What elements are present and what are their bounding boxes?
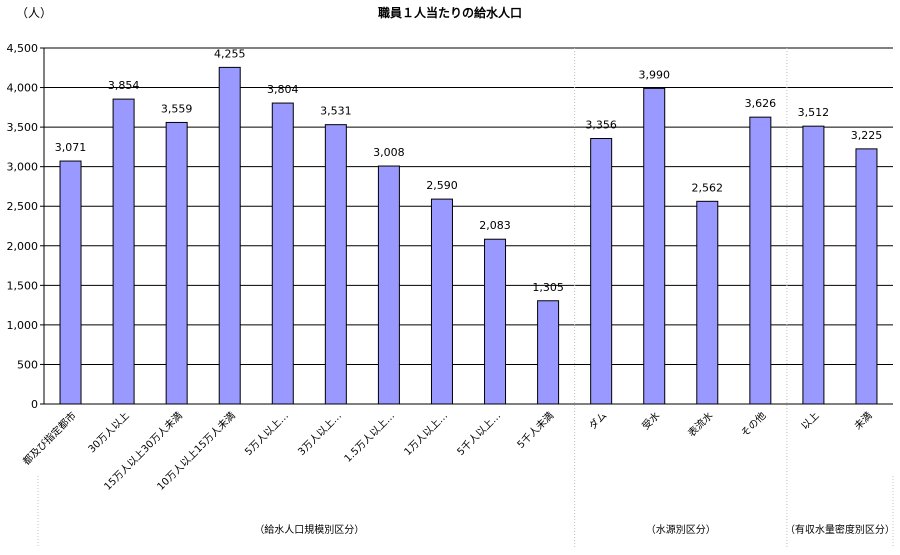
bar [165,121,188,405]
x-tick-label: 30万人以上 [86,410,132,456]
bar [696,200,719,405]
bar [377,165,400,405]
x-tick-label: 1.5万人以上… [342,410,397,465]
data-label: 1,305 [532,281,564,294]
x-tick-label: 5万人以上… [243,410,291,458]
group-label: （水源別区分） [646,523,716,536]
x-tick-label: 受水 [640,410,663,433]
y-tick-label: 4,500 [7,42,39,55]
group-dividers [37,48,894,548]
data-label: 3,225 [851,129,883,142]
y-tick-label: 2,000 [7,240,39,253]
x-tick-label: 3万人以上… [296,410,344,458]
data-label: 3,804 [267,83,299,96]
y-tick-label: 3,000 [7,161,39,174]
group-label: （給水人口規模別区分） [254,523,364,536]
data-label: 3,531 [320,105,352,118]
y-tick-label: 1,000 [7,319,39,332]
y-tick-label: 1,500 [7,279,39,292]
bar [590,138,613,405]
axes [40,47,893,405]
x-tick-label: 以上 [799,410,822,433]
data-label: 3,854 [108,79,140,92]
bar [271,102,294,405]
bar [59,160,82,405]
group-label: （有収水量密度別区分） [785,523,895,536]
y-tick-labels: 0 500 1,000 1,500 2,000 2,500 3,000 3,500 4,000 4… [7,42,39,411]
data-label: 3,356 [585,119,617,132]
data-label: 2,590 [426,179,458,192]
bar [324,124,347,405]
bar [855,148,878,405]
value-labels: 3,071 3,854 3,559 4,255 3,804 3,531 3,008 2,590… [55,47,882,293]
data-label: 3,559 [161,102,193,115]
data-label: 2,083 [479,219,511,232]
data-label: 3,008 [373,146,405,159]
bar [537,300,560,405]
x-tick-label: 5千人以上… [455,410,503,458]
x-tick-label: 1万人以上… [402,410,450,458]
bars [59,66,878,405]
chart-title: 職員１人当たりの給水人口 [378,5,522,20]
x-tick-label: ダム [586,409,609,432]
x-tick-label: その他 [738,409,768,439]
data-label: 3,512 [798,106,830,119]
data-label: 4,255 [214,47,246,60]
data-label: 3,990 [638,68,670,81]
group-labels: （給水人口規模別区分） （水源別区分） （有収水量密度別区分） [254,523,895,536]
data-label: 2,562 [692,181,724,194]
x-tick-label: 都及び指定都市 [20,409,79,468]
x-tick-label: 未満 [852,410,875,433]
bar [749,116,772,405]
x-tick-label: 表流水 [685,409,715,439]
bar [484,238,507,405]
bar [218,66,241,405]
y-tick-label: 0 [31,398,38,411]
y-tick-label: 2,500 [7,200,39,213]
bar [802,125,825,405]
y-unit-label: （人） [16,6,52,20]
data-label: 3,071 [55,141,87,154]
y-tick-label: 3,500 [7,121,39,134]
bar [112,98,135,405]
bar [643,87,666,405]
y-tick-label: 500 [17,358,38,371]
data-label: 3,626 [745,97,777,110]
y-tick-label: 4,000 [7,82,39,95]
x-tick-label: 5千人未満 [515,410,556,451]
bar [430,198,453,405]
